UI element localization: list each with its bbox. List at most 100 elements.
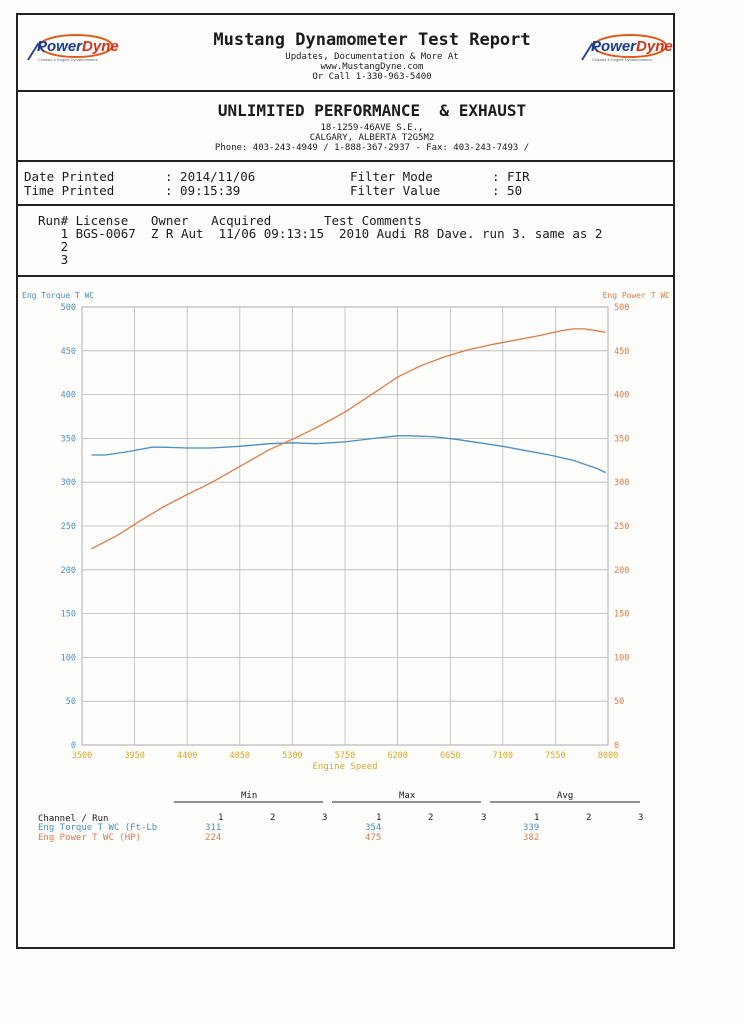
y-tick-label-right: 200 [614, 566, 629, 576]
x-tick-label: 7100 [493, 751, 513, 761]
filter-value-value: : 50 [492, 183, 523, 198]
date-printed-label: Date Printed [24, 169, 115, 184]
logo-text-dyne: Dyne [636, 38, 673, 55]
run-row-2: 2 [38, 239, 69, 254]
filter-mode-value: : FIR [492, 169, 530, 184]
stats-power-min: 224 [205, 833, 222, 843]
shop-name: UNLIMITED PERFORMANCE & EXHAUST [217, 101, 527, 120]
y-tick-label-right: 400 [614, 391, 629, 401]
y-tick-label-right: 50 [614, 697, 624, 707]
logo-text-power: Power [591, 38, 637, 55]
y-tick-label-left: 350 [61, 434, 76, 444]
date-printed-value: : 2014/11/06 [165, 169, 256, 184]
y-tick-label-right: 150 [614, 610, 629, 620]
stats-run-col: 2 [270, 813, 276, 823]
stats-power-label: Eng Power T WC (HP) [38, 833, 141, 843]
shop-address-1: 18-1259-46AVE S.E., [320, 123, 424, 133]
shop-phone: Phone: 403-243-4949 / 1-888-367-2937 - F… [214, 143, 530, 153]
logo-subtitle: Chassis & Engine Dynamometers [38, 57, 98, 62]
y-tick-label-right: 100 [614, 653, 629, 663]
stats-power-avg: 382 [523, 833, 540, 843]
y-tick-label-left: 450 [61, 347, 76, 357]
divider [18, 204, 673, 206]
stats-torque-max: 354 [365, 823, 382, 833]
x-tick-label: 4850 [230, 751, 250, 761]
stats-torque-avg: 339 [523, 823, 540, 833]
x-axis: 3500 3950 4400 4850 5300 5750 6200 6650 7100 7550… [72, 751, 618, 761]
header-line-1: Updates, Documentation & More At [285, 52, 459, 62]
x-tick-label: 6200 [387, 751, 407, 761]
y-tick-label-left: 500 [61, 303, 76, 313]
logo-swoosh-icon [27, 34, 113, 61]
stats-run-col: 3 [638, 813, 644, 823]
y-tick-label-right: 250 [614, 522, 629, 532]
y-tick-label-left: 150 [61, 610, 76, 620]
logo-text-power: Power [37, 38, 83, 55]
stats-run-col: 1 [534, 813, 540, 823]
y-tick-label-right: 300 [614, 478, 629, 488]
logo-swoosh-icon [581, 34, 667, 61]
header-line-2: www.MustangDyne.com [320, 62, 424, 72]
right-axis-title: Eng Power T WC [603, 291, 671, 300]
stats-torque-label: Eng Torque T WC (Ft-Lb [38, 823, 158, 833]
powerdyne-logo-left: PowerDyne Chassis & Engine Dynamometers [24, 26, 119, 66]
y-tick-label-left: 100 [61, 653, 76, 663]
run-row-3: 3 [38, 252, 69, 267]
y-axis-left: 0 50 100 150 200 250 300 350 400 450 500 [61, 303, 76, 751]
stats-channel-header: Channel / Run [38, 814, 109, 824]
stats-run-col: 1 [218, 813, 224, 823]
left-axis-title: Eng Torque T WC [22, 291, 94, 300]
time-printed-label: Time Printed [24, 183, 115, 198]
stats-group-max: Max [399, 791, 416, 801]
x-tick-label: 3500 [72, 751, 92, 761]
shop-address-2: CALGARY, ALBERTA T2G5M2 [309, 133, 435, 143]
y-tick-label-right: 350 [614, 434, 629, 444]
y-tick-label-right: 500 [614, 303, 629, 313]
y-tick-label-left: 300 [61, 478, 76, 488]
dyno-chart: 0 50 100 150 200 250 300 350 400 450 500 0 50 100 150… [22, 291, 671, 772]
x-tick-label: 5750 [335, 751, 355, 761]
y-tick-label-left: 400 [61, 391, 76, 401]
report-title: Mustang Dynamometer Test Report [213, 30, 531, 50]
runs-header: Run# License Owner Acquired Test Comment… [38, 213, 422, 228]
x-axis-title: Engine Speed [312, 762, 377, 772]
stats-torque-min: 311 [205, 823, 222, 833]
torque-series-line [91, 435, 606, 474]
stats-group-min: Min [241, 791, 258, 801]
report-frame [16, 13, 675, 949]
x-tick-label: 5300 [282, 751, 302, 761]
x-tick-label: 6650 [440, 751, 460, 761]
header-line-3: Or Call 1-330-963-5400 [312, 72, 432, 82]
x-tick-label: 7550 [545, 751, 565, 761]
chart-series [91, 328, 606, 550]
divider [18, 275, 673, 277]
stats-group-lines [174, 801, 640, 803]
stats-run-col: 3 [481, 813, 487, 823]
powerdyne-logo-right: PowerDyne Chassis & Engine Dynamometers [578, 26, 673, 66]
stats-run-col: 2 [586, 813, 592, 823]
run-row-1: 1 BGS-0067 Z R Aut 11/06 09:13:15 2010 A… [38, 226, 603, 241]
y-tick-label-left: 200 [61, 566, 76, 576]
y-tick-label-left: 50 [66, 697, 76, 707]
y-axis-right: 0 50 100 150 200 250 300 350 400 450 500 [614, 303, 629, 751]
logo-text-dyne: Dyne [82, 38, 119, 55]
stats-group-avg: Avg [557, 791, 574, 801]
filter-mode-label: Filter Mode [350, 169, 433, 184]
y-tick-label-left: 250 [61, 522, 76, 532]
chart-grid [81, 306, 609, 746]
filter-value-label: Filter Value [350, 183, 441, 198]
power-series-line [91, 328, 606, 550]
x-tick-label: 4400 [177, 751, 197, 761]
x-tick-label: 3950 [124, 751, 144, 761]
stats-run-col: 1 [376, 813, 382, 823]
y-tick-label-right: 0 [614, 741, 619, 751]
divider [18, 90, 673, 92]
y-tick-label-left: 0 [71, 741, 76, 751]
stats-run-col: 2 [428, 813, 434, 823]
stats-power-max: 475 [365, 833, 382, 843]
divider [18, 160, 673, 162]
time-printed-value: : 09:15:39 [165, 183, 241, 198]
y-tick-label-right: 450 [614, 347, 629, 357]
stats-run-col: 3 [322, 813, 328, 823]
x-tick-label: 8000 [598, 751, 618, 761]
